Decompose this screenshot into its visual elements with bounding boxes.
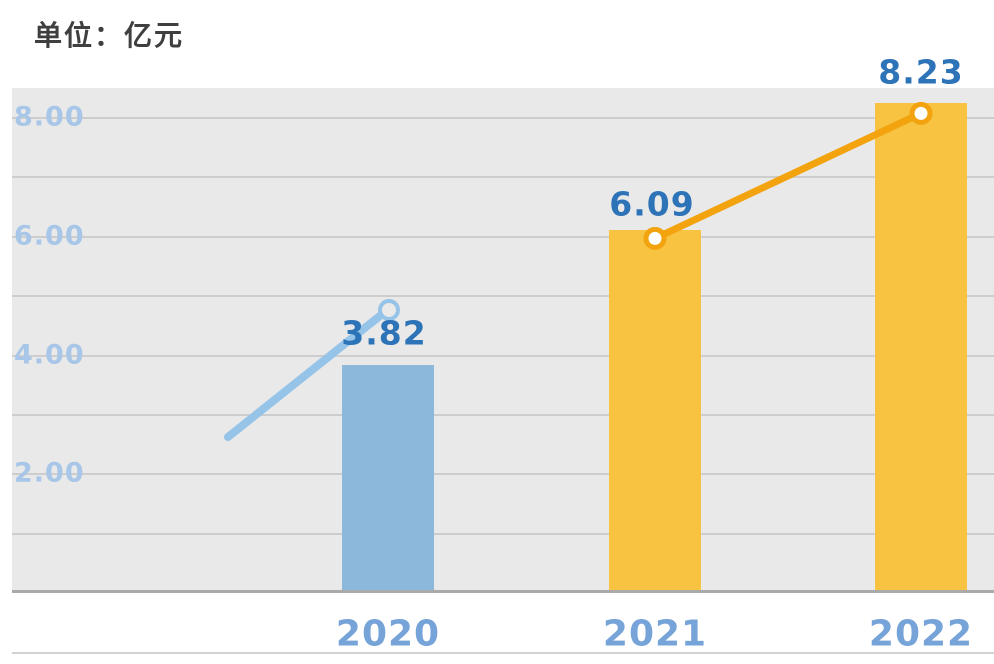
bar-2022 bbox=[875, 103, 967, 592]
plot-area bbox=[12, 88, 994, 592]
x-axis-line bbox=[12, 590, 994, 593]
bottom-gridline bbox=[12, 652, 994, 654]
x-tick-label-2022: 2022 bbox=[868, 613, 974, 655]
gridline bbox=[12, 235, 994, 238]
unit-label: 单位：亿元 bbox=[34, 19, 185, 52]
x-tick-label-2021: 2021 bbox=[602, 613, 708, 655]
gridline bbox=[12, 117, 994, 119]
bar-2021 bbox=[609, 230, 701, 592]
gridline bbox=[12, 473, 994, 476]
gridline bbox=[12, 295, 994, 298]
bar-2020 bbox=[342, 365, 434, 592]
x-tick-label-2020: 2020 bbox=[335, 613, 441, 655]
gridline bbox=[12, 532, 994, 535]
data-label-2022: 8.23 bbox=[878, 52, 964, 92]
gridline bbox=[12, 176, 994, 179]
gridline bbox=[12, 354, 994, 357]
gridline bbox=[12, 413, 994, 416]
